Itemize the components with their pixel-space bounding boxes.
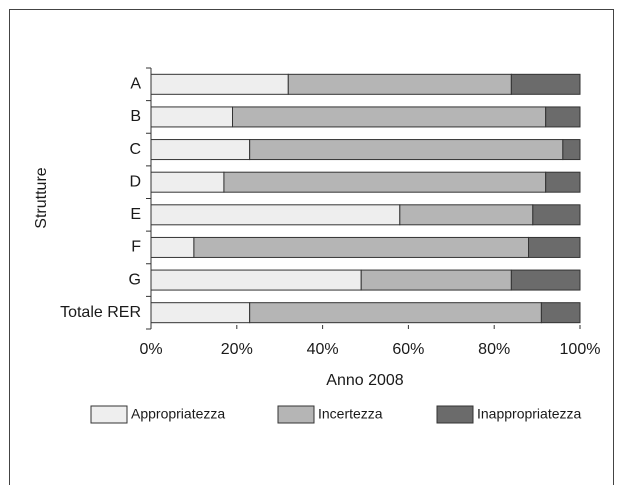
bar-segment — [193, 236, 530, 258]
y-tick-label: E — [130, 206, 141, 223]
bar-segment — [528, 236, 581, 258]
bar-segment — [532, 204, 581, 226]
legend-swatch — [277, 405, 315, 424]
bar-segment — [223, 171, 547, 193]
legend-label: Incertezza — [318, 406, 383, 422]
x-tick-label: 40% — [307, 341, 339, 358]
bar-segment — [510, 73, 581, 95]
bar-segment — [360, 269, 512, 291]
frame — [9, 9, 614, 485]
y-tick-label: Totale RER — [60, 304, 141, 321]
bar-segment — [150, 139, 251, 161]
y-axis-label: Strutture — [33, 167, 50, 228]
bar-segment — [545, 106, 581, 128]
bar-segment — [150, 204, 401, 226]
y-tick-label: B — [130, 108, 141, 125]
y-tick-label: G — [129, 271, 141, 288]
bar-segment — [540, 302, 581, 324]
bar-segment — [249, 302, 542, 324]
bar-segment — [150, 171, 225, 193]
legend-swatch — [436, 405, 474, 424]
x-tick-label: 20% — [221, 341, 253, 358]
x-axis-label: Anno 2008 — [326, 372, 404, 389]
bar-segment — [150, 269, 362, 291]
y-tick-label: C — [129, 141, 141, 158]
x-tick-label: 100% — [560, 341, 601, 358]
y-tick-label: A — [130, 76, 141, 93]
x-tick-label: 60% — [392, 341, 424, 358]
x-tick-label: 80% — [478, 341, 510, 358]
bar-segment — [232, 106, 547, 128]
bar-segment — [399, 204, 534, 226]
bar-segment — [150, 302, 251, 324]
y-tick-label: D — [129, 173, 141, 190]
bar-segment — [150, 106, 234, 128]
bar-segment — [510, 269, 581, 291]
x-tick-label: 0% — [139, 341, 162, 358]
bar-segment — [150, 236, 195, 258]
bar-segment — [249, 139, 564, 161]
bar-segment — [562, 139, 581, 161]
bar-segment — [150, 73, 289, 95]
bar-segment — [545, 171, 581, 193]
y-tick-label: F — [131, 239, 141, 256]
bar-segment — [287, 73, 512, 95]
legend-swatch — [90, 405, 128, 424]
legend-label: Inappropriatezza — [477, 406, 582, 422]
legend-label: Appropriatezza — [131, 406, 225, 422]
